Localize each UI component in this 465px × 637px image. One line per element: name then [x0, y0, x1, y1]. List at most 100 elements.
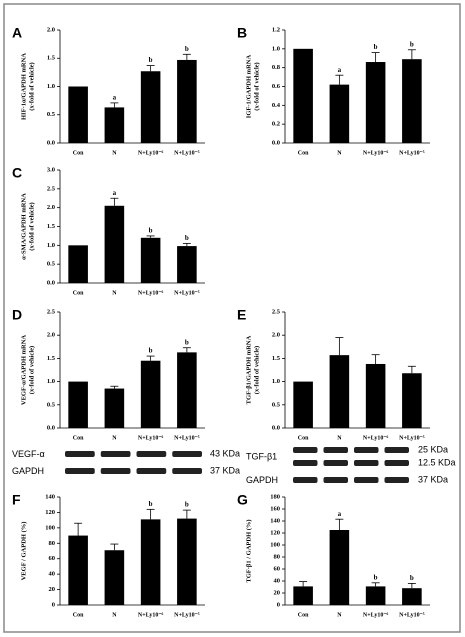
y-tick-label: 20 — [274, 589, 281, 596]
blot-size: 12.5 KDa — [418, 457, 456, 467]
bar — [293, 586, 313, 605]
blot-band — [323, 477, 348, 483]
x-tick-label: N — [112, 612, 117, 618]
blot-band — [354, 447, 379, 453]
y-axis-label: VEGF / GAPDH (%) — [20, 522, 27, 581]
y-tick-label: 40 — [274, 577, 281, 584]
significance-label: b — [410, 40, 414, 48]
panel-label: D — [12, 307, 22, 323]
blot-size: 25 KDa — [418, 444, 448, 454]
y-axis-label: (x-fold of vehicle) — [28, 62, 35, 110]
y-axis-label: (x-fold of vehicle) — [28, 202, 35, 250]
y-axis-label: (x-fold of vehicle) — [28, 346, 35, 394]
blot-band — [384, 460, 409, 466]
y-tick-label: 2.5 — [47, 308, 56, 315]
y-tick-label: 40 — [49, 571, 56, 578]
x-tick-label: Con — [298, 150, 309, 156]
y-tick-label: 80 — [274, 553, 281, 560]
blot-size: 43 KDa — [210, 448, 240, 458]
x-tick-label: N — [112, 435, 117, 441]
x-tick-label: Con — [73, 612, 84, 618]
blot-size: 37 KDa — [418, 474, 448, 484]
x-tick-label: Con — [298, 435, 309, 441]
x-tick-label: N — [337, 612, 342, 618]
blot-label: GAPDH — [12, 466, 44, 476]
bar — [402, 373, 422, 428]
x-tick-label: N+Ly10⁻⁶ — [138, 612, 164, 618]
y-tick-label: 2.0 — [47, 204, 55, 211]
significance-label: a — [338, 510, 342, 518]
x-tick-label: Con — [298, 612, 309, 618]
y-tick-label: 0.2 — [272, 121, 280, 128]
y-tick-label: 1.0 — [47, 83, 55, 90]
significance-label: b — [149, 227, 153, 235]
y-tick-label: 0 — [52, 601, 55, 608]
y-tick-label: 100 — [45, 524, 55, 531]
x-tick-label: N+Ly10⁻⁵ — [174, 150, 200, 156]
panel-label: C — [12, 165, 22, 181]
panel-label: G — [237, 492, 248, 508]
bar — [104, 388, 125, 428]
bar — [140, 519, 161, 605]
blot-label: VEGF-α — [12, 449, 45, 459]
significance-label: b — [149, 347, 153, 355]
blot-band — [136, 451, 167, 457]
bar — [365, 363, 386, 428]
x-tick-label: N+Ly10⁻⁶ — [138, 150, 164, 156]
blot-band — [172, 468, 202, 474]
y-axis-label: HIF-1α/GAPDH mRNA — [20, 53, 27, 120]
panel-label: F — [12, 492, 21, 508]
bar — [68, 535, 88, 605]
y-tick-label: 60 — [49, 555, 56, 562]
bar — [68, 245, 88, 283]
blot-band — [323, 460, 348, 466]
bar — [104, 107, 125, 143]
blot-band — [100, 451, 131, 457]
y-tick-label: 2.0 — [272, 332, 280, 339]
significance-label: b — [410, 574, 414, 582]
blot-band — [384, 447, 409, 453]
y-tick-label: 2.5 — [47, 185, 56, 192]
bar — [402, 59, 422, 143]
blot-band — [172, 451, 202, 457]
y-tick-label: 140 — [270, 517, 280, 524]
bar — [68, 381, 88, 428]
blot-band — [293, 477, 318, 483]
x-tick-label: N+Ly10⁻⁶ — [363, 612, 389, 618]
bar — [68, 86, 88, 143]
y-axis-label: (x-fold of vehicle) — [253, 62, 260, 110]
bar — [140, 237, 161, 283]
bar — [329, 530, 350, 605]
blot-band — [293, 460, 318, 466]
y-tick-label: 0.0 — [47, 279, 55, 286]
significance-label: b — [185, 45, 189, 53]
y-tick-label: 2.0 — [47, 26, 55, 33]
y-tick-label: 180 — [270, 493, 280, 500]
y-tick-label: 1.5 — [47, 355, 56, 362]
significance-label: b — [185, 338, 189, 346]
y-tick-label: 0.0 — [272, 424, 280, 431]
bar — [177, 518, 197, 605]
x-tick-label: N — [337, 435, 342, 441]
x-tick-label: Con — [73, 290, 84, 296]
x-tick-label: Con — [73, 435, 84, 441]
blot-band — [384, 477, 409, 483]
y-tick-label: 0.5 — [272, 401, 281, 408]
y-tick-label: 0.5 — [47, 401, 56, 408]
x-tick-label: N — [337, 150, 342, 156]
y-tick-label: 1.0 — [47, 378, 55, 385]
bar — [402, 588, 422, 605]
x-tick-label: Con — [73, 150, 84, 156]
bar — [293, 381, 313, 428]
significance-label: b — [374, 573, 378, 581]
x-tick-label: N+Ly10⁻⁶ — [363, 435, 389, 441]
blot-size: 37 KDa — [210, 465, 240, 475]
bar — [293, 48, 313, 144]
y-tick-label: 20 — [49, 586, 56, 593]
x-tick-label: N+Ly10⁻⁵ — [174, 290, 200, 296]
y-tick-label: 0.8 — [272, 64, 281, 71]
bar — [104, 550, 125, 605]
significance-label: b — [185, 501, 189, 509]
bar — [104, 205, 125, 283]
